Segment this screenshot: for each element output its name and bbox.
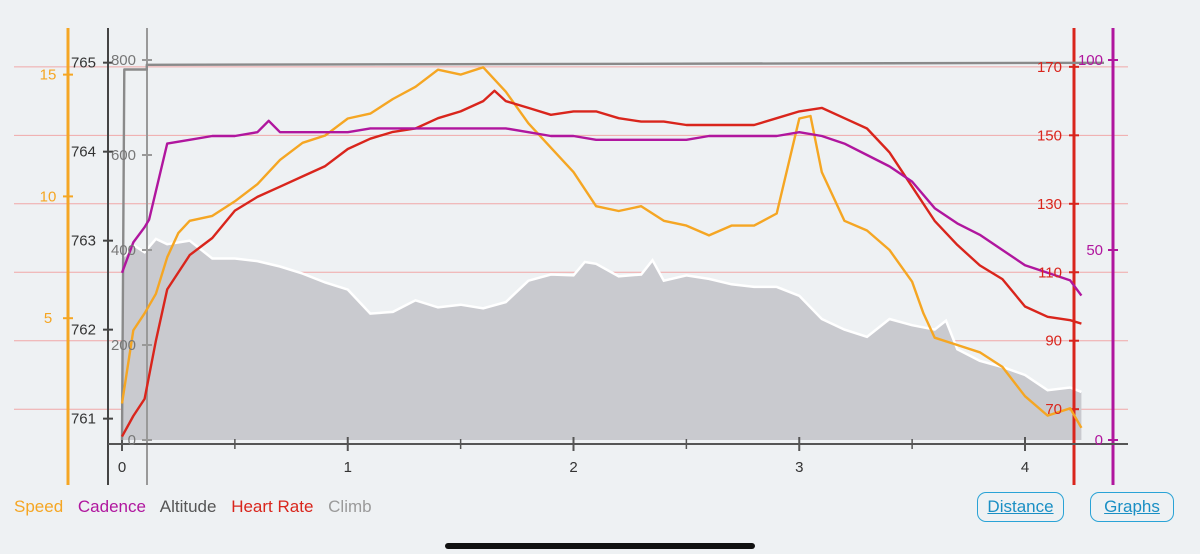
altitude-tick-label-761: 761 — [71, 411, 96, 428]
altitude-area-fill — [122, 238, 1082, 440]
series-line-cadence — [120, 119, 1083, 297]
legend: Speed Cadence Altitude Heart Rate Climb — [14, 497, 382, 517]
cadence-tick-label-100: 100 — [1078, 52, 1103, 69]
x-tick-label-0: 0 — [118, 459, 126, 476]
climb-tick-label-400: 400 — [111, 242, 136, 259]
climb-tick-label-600: 600 — [111, 147, 136, 164]
speed-tick-label-15: 15 — [40, 67, 57, 84]
speed-tick-label-10: 10 — [40, 188, 57, 205]
altitude-tick-label-764: 764 — [71, 144, 96, 161]
legend-climb: Climb — [328, 497, 372, 516]
tick-labels: 0 1 2 3 4 5 10 15 761 762 763 764 765 0 200 400 600 800 70… — [40, 52, 1103, 476]
heart_rate-tick-label-150: 150 — [1037, 127, 1062, 144]
altitude-area — [121, 237, 1082, 440]
x-tick-label-2: 2 — [569, 459, 577, 476]
distance-button[interactable]: Distance — [977, 492, 1064, 522]
chart: 0 1 2 3 4 5 10 15 761 762 763 764 765 0 200 400 600 800 70… — [14, 28, 1128, 485]
climb-tick-label-0: 0 — [128, 432, 136, 449]
altitude-tick-label-762: 762 — [71, 322, 96, 339]
series-line-climb — [120, 61, 1105, 441]
series-line-speed — [120, 66, 1083, 429]
x-tick-label-3: 3 — [795, 459, 803, 476]
climb-tick-label-200: 200 — [111, 337, 136, 354]
axis-frame — [63, 28, 1128, 485]
home-indicator — [445, 543, 755, 549]
altitude-tick-label-765: 765 — [71, 55, 96, 72]
speed-tick-label-5: 5 — [44, 310, 52, 327]
heart_rate-tick-label-90: 90 — [1045, 333, 1062, 350]
series-line-heart-rate — [120, 89, 1082, 438]
heart_rate-tick-label-130: 130 — [1037, 196, 1062, 213]
heart_rate-tick-label-170: 170 — [1037, 59, 1062, 76]
heart_rate-tick-label-70: 70 — [1045, 401, 1062, 418]
legend-altitude: Altitude — [159, 497, 217, 516]
legend-heart-rate: Heart Rate — [231, 497, 314, 516]
legend-speed: Speed — [14, 497, 64, 516]
series-lines — [120, 61, 1105, 441]
cadence-tick-label-0: 0 — [1095, 432, 1103, 449]
legend-cadence: Cadence — [77, 497, 146, 516]
cadence-tick-label-50: 50 — [1086, 242, 1103, 259]
heart_rate-tick-label-110: 110 — [1038, 264, 1062, 281]
altitude-tick-label-763: 763 — [71, 233, 96, 250]
climb-tick-label-800: 800 — [111, 52, 136, 69]
x-tick-label-4: 4 — [1021, 459, 1029, 476]
x-tick-label-1: 1 — [344, 459, 352, 476]
graphs-button[interactable]: Graphs — [1090, 492, 1174, 522]
altitude-area-edge — [121, 237, 1082, 394]
